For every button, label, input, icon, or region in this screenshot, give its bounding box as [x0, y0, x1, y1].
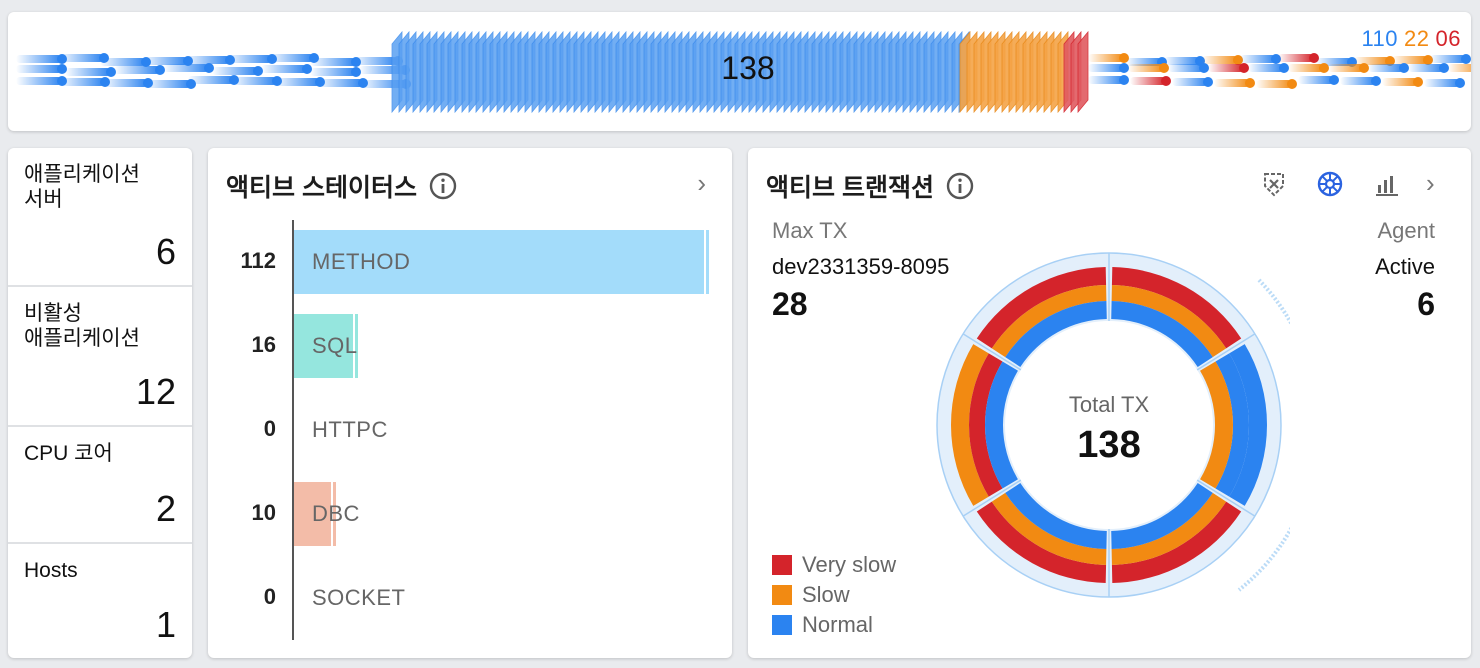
transaction-donut[interactable]	[928, 244, 1290, 606]
active-status-title: 액티브 스테이터스	[226, 168, 457, 204]
active-transaction-title-text: 액티브 트랜잭션	[766, 174, 934, 202]
active-status-panel: 액티브 스테이터스 › 112 METHOD 16 SQL 0 HTTPC 10 DBC 0 SO…	[208, 148, 732, 658]
agent-status: Active	[1375, 254, 1435, 279]
max-tx-value: 28	[772, 286, 808, 322]
total-tx-value: 138	[1077, 424, 1141, 466]
stat-value: 12	[135, 371, 176, 412]
shield-x-icon[interactable]	[1260, 170, 1288, 198]
info-icon[interactable]	[429, 172, 457, 200]
stat-label: CPU 코어	[24, 442, 113, 465]
stat-cpu-cores[interactable]: CPU 코어 2	[8, 427, 192, 544]
stat-value: 1	[155, 604, 176, 645]
active-status-title-text: 액티브 스테이터스	[226, 174, 417, 202]
status-row-socket[interactable]: 0 SOCKET	[208, 566, 728, 630]
status-bar	[294, 230, 709, 294]
status-bar	[294, 482, 336, 546]
info-icon[interactable]	[946, 172, 974, 200]
legend-label: Very slow	[802, 552, 897, 577]
status-name: SQL	[312, 333, 358, 358]
status-row-method[interactable]: 112 METHOD	[208, 230, 728, 294]
stat-hosts[interactable]: Hosts 1	[8, 544, 192, 658]
chevron-right-icon[interactable]: ›	[1426, 168, 1435, 198]
speed-counts: 110 22 06	[1355, 26, 1461, 52]
stat-label: Hosts	[24, 559, 78, 582]
status-row-sql[interactable]: 16 SQL	[208, 314, 728, 378]
status-bar-tick	[706, 230, 709, 294]
status-axis	[292, 220, 294, 640]
helm-icon[interactable]	[1316, 170, 1344, 198]
legend-label: Slow	[802, 582, 850, 607]
speed-total: 138	[721, 50, 775, 86]
slow-count: 22	[1404, 26, 1430, 51]
max-tx-label: Max TX	[772, 218, 848, 243]
legend-swatch	[772, 555, 792, 575]
status-count: 16	[251, 332, 276, 357]
speed-graphic	[16, 30, 1471, 114]
status-name: SOCKET	[312, 585, 406, 610]
status-name: HTTPC	[312, 417, 388, 442]
agent-value: 6	[1417, 286, 1435, 322]
status-row-httpc[interactable]: 0 HTTPC	[208, 398, 728, 462]
stat-value: 2	[155, 488, 176, 529]
active-speed-bar[interactable]: 138 110 22 06	[8, 12, 1471, 131]
status-bar-tick	[354, 314, 358, 378]
agent-label: Agent	[1377, 218, 1436, 243]
bar-chart-icon[interactable]	[1373, 170, 1401, 198]
stat-value: 6	[155, 231, 176, 272]
status-name: DBC	[312, 501, 360, 526]
status-count: 0	[263, 416, 276, 441]
status-name: METHOD	[312, 249, 411, 274]
normal-count: 110	[1361, 26, 1399, 51]
legend-item[interactable]: Slow	[772, 580, 896, 610]
summary-stats: 애플리케이션 서버 6 비활성 애플리케이션 12 CPU 코어 2 Hosts…	[8, 148, 192, 658]
max-tx-agent[interactable]: dev2331359-8095	[772, 254, 950, 279]
legend-swatch	[772, 585, 792, 605]
stat-label: 비활성 애플리케이션	[24, 302, 140, 350]
legend-item[interactable]: Very slow	[772, 550, 896, 580]
legend-swatch	[772, 615, 792, 635]
status-count: 112	[240, 248, 277, 273]
donut-legend: Very slow Slow Normal	[772, 550, 896, 640]
total-tx-label: Total TX	[1068, 392, 1150, 417]
very-slow-count: 06	[1435, 26, 1461, 51]
stat-app-servers[interactable]: 애플리케이션 서버 6	[8, 148, 192, 287]
legend-label: Normal	[802, 612, 873, 637]
chevron-right-icon[interactable]: ›	[697, 168, 706, 198]
status-count: 10	[251, 500, 276, 525]
status-count: 0	[263, 584, 276, 609]
stat-inactive-apps[interactable]: 비활성 애플리케이션 12	[8, 287, 192, 427]
stat-label: 애플리케이션 서버	[24, 163, 140, 211]
legend-item[interactable]: Normal	[772, 610, 896, 640]
active-transaction-panel: 액티브 트랜잭션 › Max TX dev2331359-8095 28 Age…	[748, 148, 1471, 658]
active-transaction-title: 액티브 트랜잭션	[766, 168, 974, 204]
status-bar-tick	[332, 482, 336, 546]
status-row-dbc[interactable]: 10 DBC	[208, 482, 728, 546]
status-bar	[294, 314, 358, 378]
